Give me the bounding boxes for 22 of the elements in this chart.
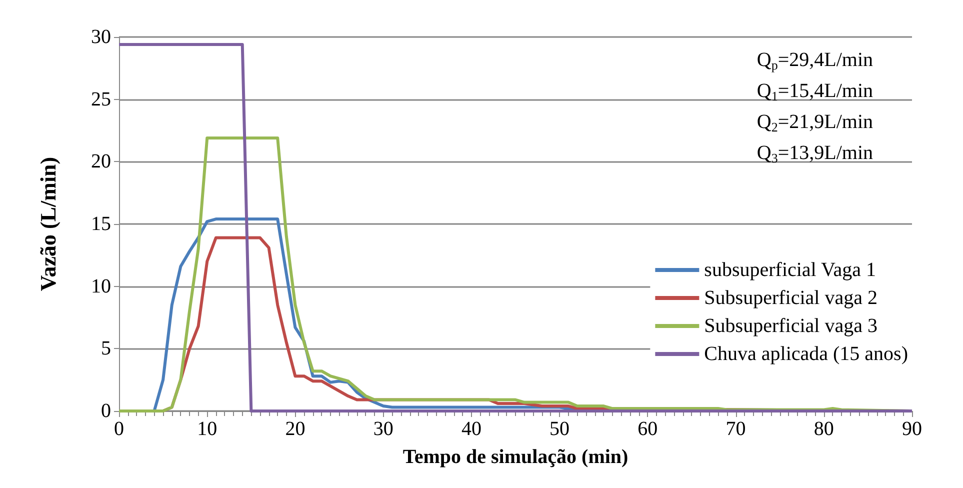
x-tick-label: 80	[814, 418, 834, 440]
x-tick-label: 60	[638, 418, 658, 440]
x-tick-label: 50	[550, 418, 570, 440]
y-tick-label: 0	[101, 400, 111, 422]
y-tick-label: 25	[91, 88, 111, 110]
legend-label: Chuva aplicada (15 anos)	[704, 343, 908, 365]
legend-label: Subsuperficial vaga 3	[704, 315, 878, 337]
x-tick-label: 20	[285, 418, 306, 440]
y-tick-label: 20	[91, 150, 111, 173]
x-tick-label: 90	[902, 418, 922, 440]
legend-label: Subsuperficial vaga 2	[704, 287, 878, 309]
y-tick-label: 10	[91, 275, 111, 298]
x-tick-label: 10	[197, 418, 218, 440]
y-tick-label: 30	[91, 26, 111, 48]
legend-label: subsuperficial Vaga 1	[704, 259, 876, 281]
x-tick-label: 30	[373, 418, 394, 440]
y-tick-label: 5	[101, 338, 111, 360]
y-axis-title: Vazão (L/min)	[36, 156, 60, 292]
x-tick-label: 40	[461, 418, 482, 440]
x-axis-title: Tempo de simulação (min)	[402, 446, 628, 468]
x-tick-label: 70	[726, 418, 746, 440]
y-tick-label: 15	[91, 213, 111, 235]
